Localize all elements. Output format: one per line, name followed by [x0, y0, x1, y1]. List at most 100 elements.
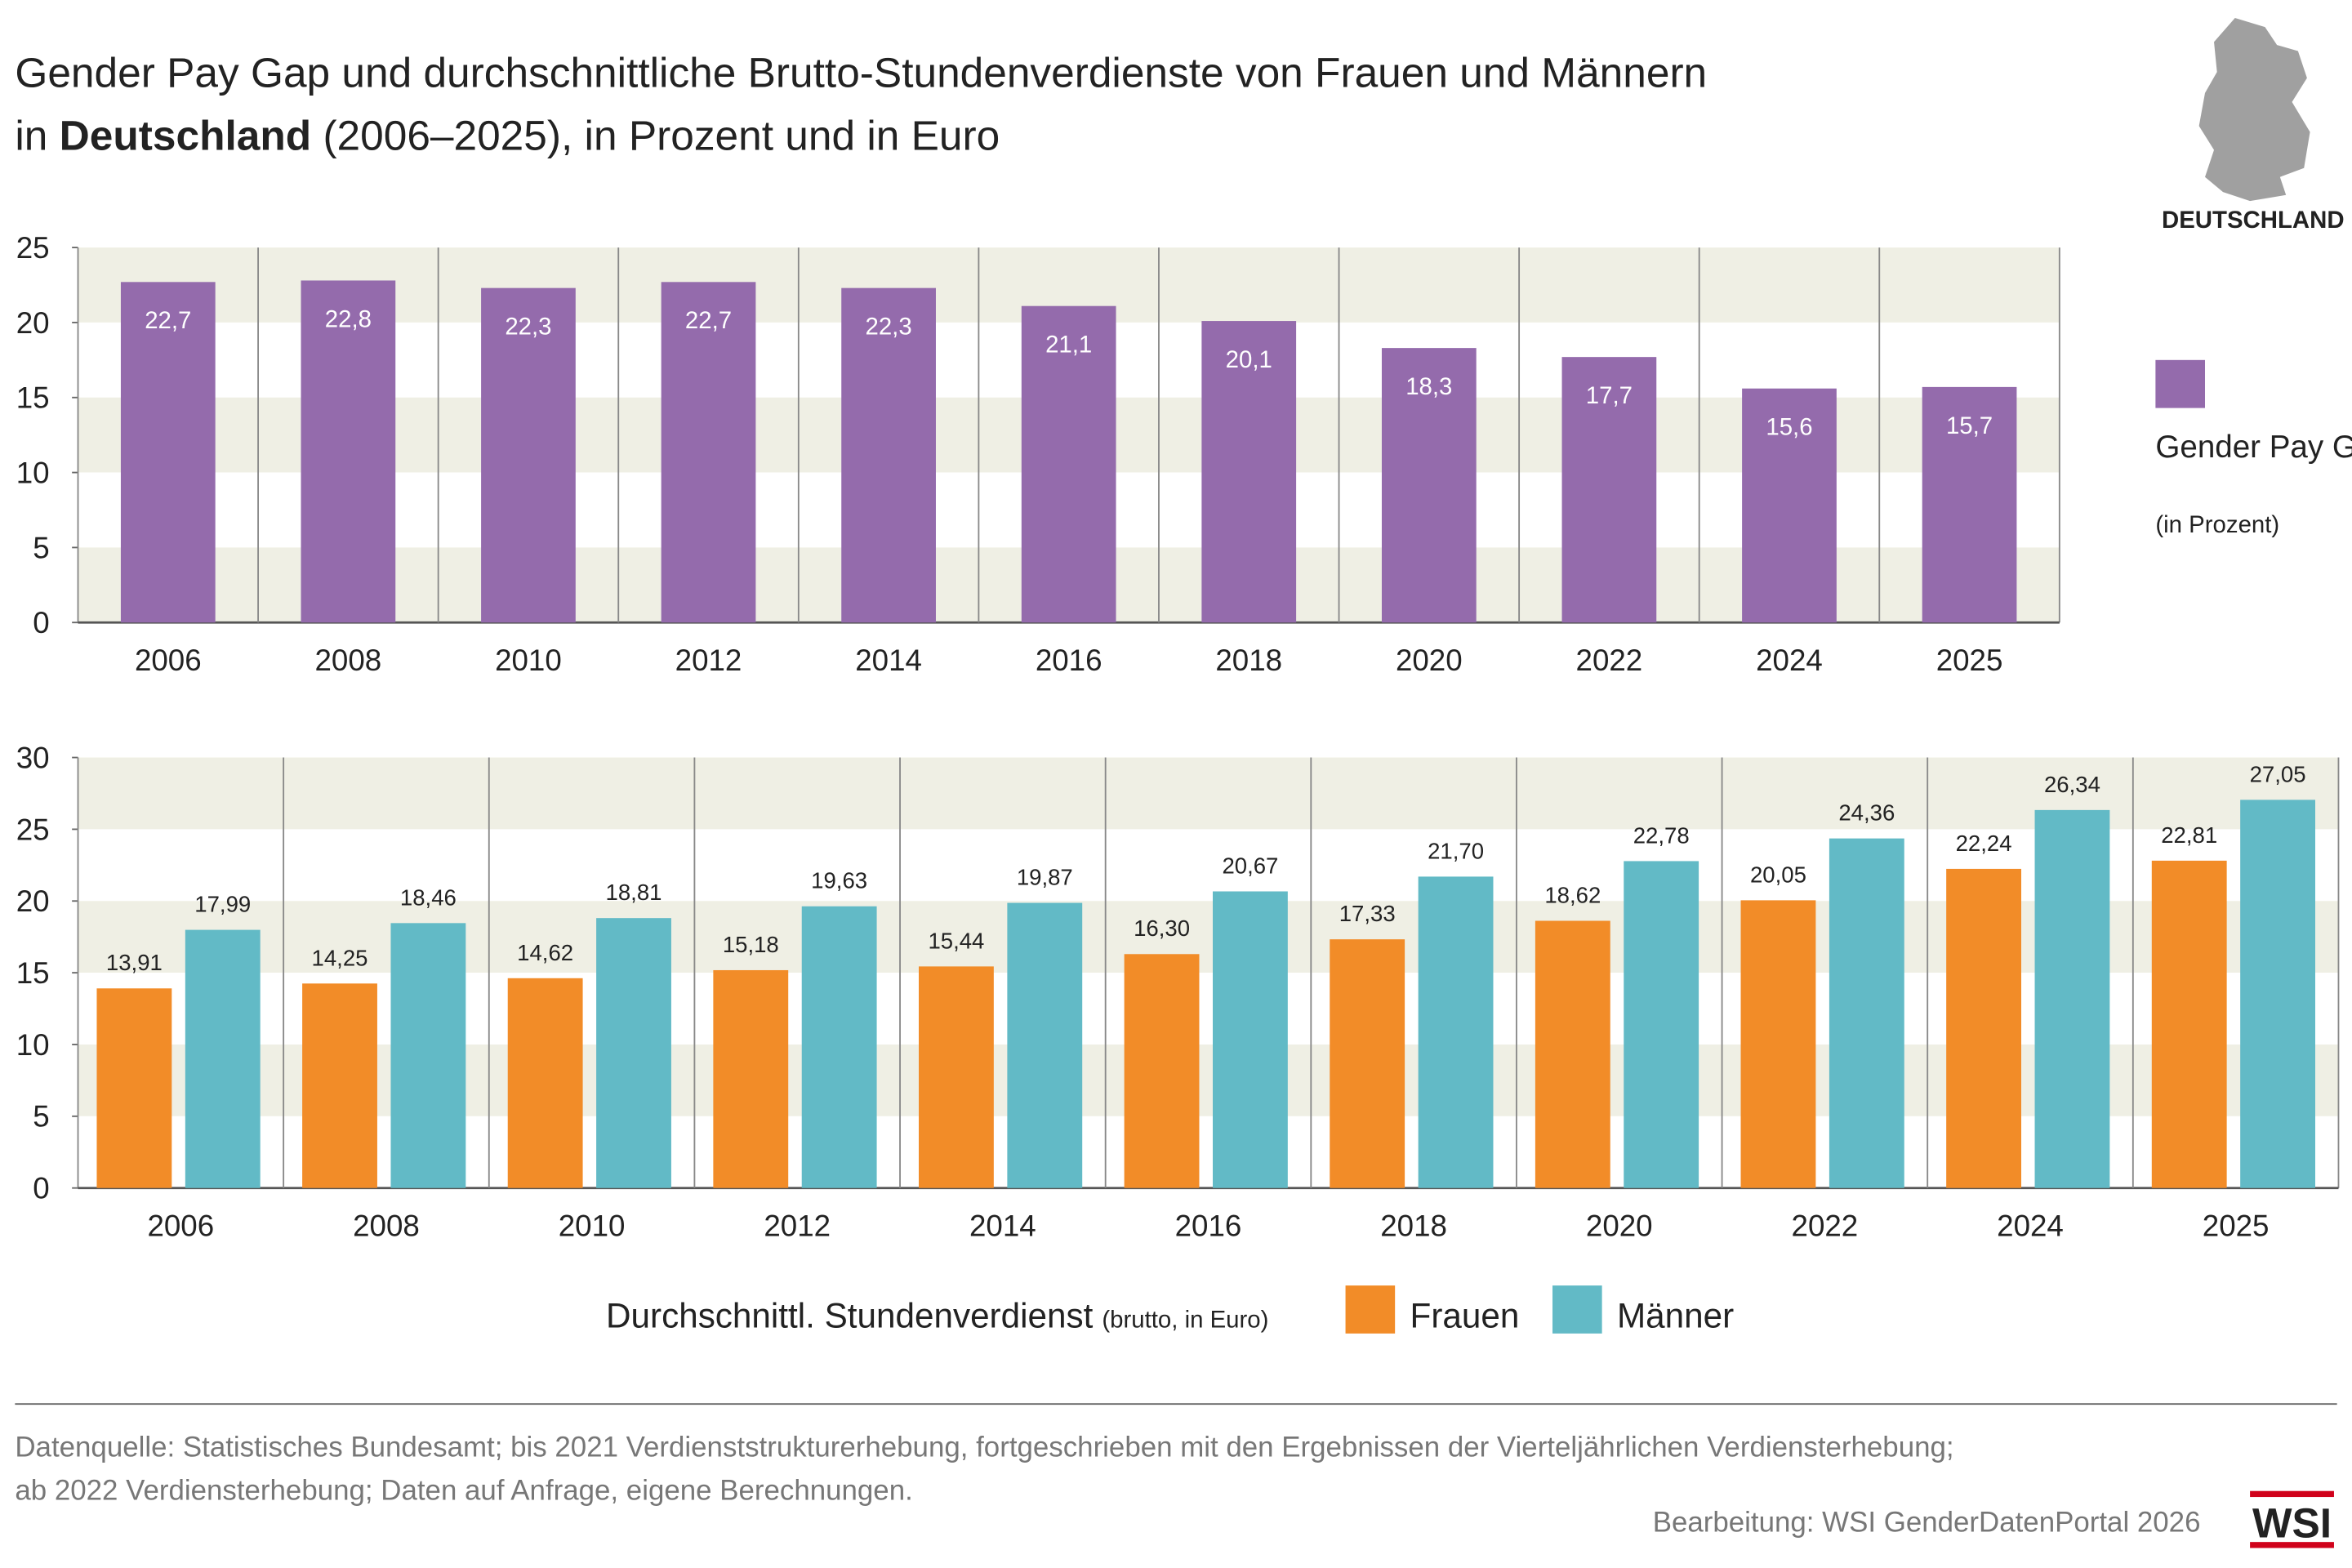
value-label: 19,63 — [811, 868, 867, 893]
bar — [1021, 305, 1116, 623]
value-label: 22,3 — [505, 314, 551, 341]
value-label: 19,87 — [1017, 865, 1073, 890]
bar — [1330, 939, 1405, 1188]
bar — [1624, 861, 1699, 1188]
x-tick-label: 2006 — [147, 1209, 214, 1242]
bar — [481, 287, 576, 623]
x-tick-label: 2022 — [1792, 1209, 1859, 1242]
value-label: 13,91 — [106, 950, 163, 975]
value-label: 15,6 — [1766, 414, 1812, 441]
x-tick-label: 2024 — [1997, 1209, 2064, 1242]
value-label: 22,81 — [2161, 822, 2217, 848]
bar — [390, 923, 466, 1188]
bar — [1561, 357, 1657, 623]
bar — [2240, 800, 2315, 1188]
x-tick-label: 2020 — [1396, 644, 1463, 677]
y-tick-label: 0 — [33, 606, 49, 639]
bar — [507, 978, 583, 1188]
credit: Bearbeitung: WSI GenderDatenPortal 2026 — [1653, 1506, 2201, 1538]
legend-swatch — [1552, 1285, 1602, 1334]
value-label: 15,18 — [723, 932, 779, 957]
bar — [1418, 876, 1494, 1188]
bar — [2034, 809, 2110, 1188]
bar — [1007, 902, 1083, 1188]
y-tick-label: 20 — [16, 306, 50, 340]
bar — [1740, 900, 1816, 1188]
bar — [841, 287, 936, 623]
bar — [1829, 838, 1904, 1188]
value-label: 24,36 — [1838, 800, 1895, 826]
bar — [1124, 954, 1200, 1188]
bar — [301, 280, 396, 623]
bar — [1922, 386, 2017, 623]
value-label: 22,24 — [1956, 831, 2012, 856]
value-label: 18,46 — [400, 884, 457, 910]
bar — [596, 918, 671, 1188]
value-label: 14,62 — [517, 940, 573, 965]
y-tick-label: 25 — [16, 813, 50, 846]
source: Datenquelle: Statistisches Bundesamt; bi… — [15, 1431, 1953, 1463]
y-tick-label: 5 — [33, 1100, 49, 1134]
value-label: 20,05 — [1750, 862, 1806, 887]
value-label: 27,05 — [2250, 761, 2306, 786]
x-tick-label: 2014 — [855, 644, 922, 677]
y-tick-label: 25 — [16, 231, 50, 265]
value-label: 18,81 — [606, 880, 662, 905]
y-tick-label: 0 — [33, 1172, 49, 1205]
legend-label: Frauen — [1410, 1297, 1520, 1335]
value-label: 20,1 — [1226, 346, 1272, 373]
title-part: (2006–2025), in Prozent und in Euro — [311, 112, 1000, 159]
bar — [96, 988, 172, 1188]
bar — [801, 906, 877, 1188]
y-tick-label: 10 — [16, 456, 50, 489]
value-label: 17,99 — [194, 892, 251, 917]
logo-bar — [2250, 1542, 2334, 1548]
map-label: DEUTSCHLAND — [2162, 207, 2345, 234]
x-tick-label: 2018 — [1215, 644, 1282, 677]
title: Gender Pay Gap und durchschnittliche Bru… — [15, 49, 1707, 96]
bar — [1201, 321, 1297, 623]
value-label: 22,7 — [685, 307, 732, 334]
value-label: 22,7 — [145, 307, 191, 334]
y-tick-label: 30 — [16, 741, 50, 774]
bar — [1946, 868, 2021, 1188]
x-tick-label: 2012 — [764, 1209, 831, 1242]
value-label: 14,25 — [312, 945, 368, 970]
value-label: 26,34 — [2044, 772, 2100, 797]
value-label: 17,7 — [1586, 382, 1633, 409]
x-tick-label: 2022 — [1576, 644, 1643, 677]
title-part: Deutschland — [60, 112, 312, 159]
logo-bar — [2250, 1490, 2334, 1498]
y-tick-label: 15 — [16, 956, 50, 990]
y-axis-label: Durchschnittl. Stundenverdienst (brutto, … — [606, 1297, 1268, 1335]
title-part: in — [15, 112, 59, 159]
bar — [1381, 348, 1477, 623]
bar — [919, 966, 994, 1188]
value-label: 17,33 — [1339, 901, 1396, 926]
value-label: 22,3 — [866, 314, 912, 341]
value-label: 15,7 — [1946, 412, 1993, 439]
y-tick-label: 20 — [16, 884, 50, 918]
x-tick-label: 2016 — [1036, 644, 1102, 677]
axis-label-unit: (brutto, in Euro) — [1102, 1307, 1268, 1334]
x-tick-label: 2020 — [1586, 1209, 1653, 1242]
value-label: 22,8 — [325, 305, 372, 332]
y-tick-label: 10 — [16, 1028, 50, 1062]
value-label: 18,62 — [1544, 882, 1601, 907]
axis-label: Durchschnittl. Stundenverdienst — [606, 1297, 1094, 1335]
x-tick-label: 2025 — [1936, 644, 2003, 677]
x-tick-label: 2008 — [315, 644, 382, 677]
bar — [1535, 920, 1610, 1188]
x-tick-label: 2006 — [135, 644, 202, 677]
value-label: 20,67 — [1222, 853, 1278, 878]
y-tick-label: 5 — [33, 531, 49, 564]
bar — [1742, 388, 1837, 623]
value-label: 21,70 — [1428, 838, 1484, 863]
x-tick-label: 2014 — [969, 1209, 1036, 1242]
legend-label: Gender Pay Gap — [2155, 430, 2352, 465]
value-label: 18,3 — [1405, 373, 1452, 400]
bar — [661, 282, 756, 623]
bar — [185, 929, 261, 1188]
